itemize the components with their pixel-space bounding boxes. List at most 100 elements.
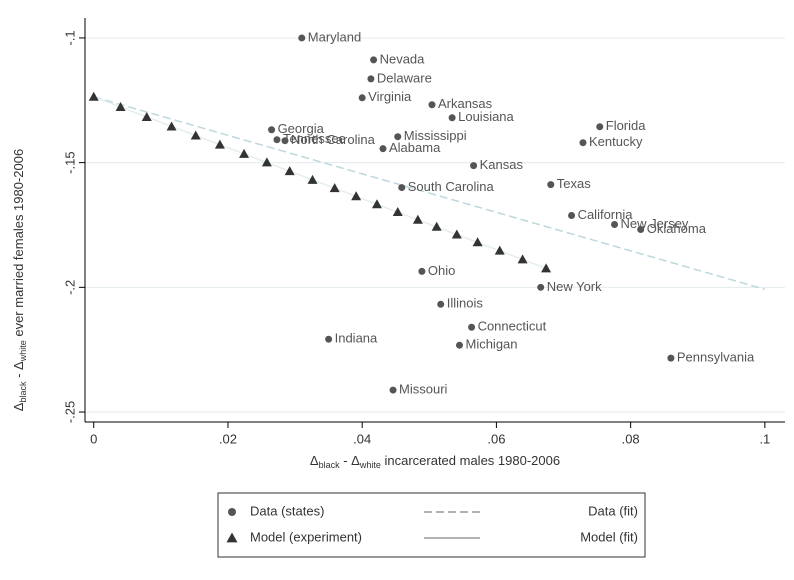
- label-part: Δ: [351, 453, 360, 468]
- fit-line: [93, 96, 766, 291]
- x-tick-label: .1: [759, 431, 770, 446]
- point: [468, 323, 476, 331]
- point: [307, 174, 318, 184]
- point: [428, 101, 436, 109]
- point-label: Florida: [606, 118, 647, 133]
- point: [392, 207, 403, 217]
- point: [371, 199, 382, 209]
- x-tick-label: .02: [219, 431, 237, 446]
- label-part: incarcerated males 1980-2006: [381, 453, 560, 468]
- legend-label: Data (fit): [588, 503, 638, 518]
- point-label: Virginia: [368, 89, 412, 104]
- point-label: Missouri: [399, 382, 448, 397]
- point-label: Illinois: [447, 296, 484, 311]
- point: [472, 237, 483, 247]
- y-tick-label: -.2: [62, 280, 77, 295]
- point-label: New Jersey: [621, 216, 689, 231]
- legend-box: [217, 492, 646, 558]
- point: [547, 181, 555, 189]
- legend-marker: [228, 508, 236, 516]
- point-label: South Carolina: [408, 179, 495, 194]
- point-label: Michigan: [465, 337, 517, 352]
- point-label: Arkansas: [438, 96, 493, 111]
- point-label: California: [578, 207, 634, 222]
- x_label: Δblack - Δwhite incarcerated males 1980-…: [310, 453, 560, 470]
- label-part: Δ: [11, 361, 26, 370]
- x-tick-label: .06: [487, 431, 505, 446]
- point: [494, 245, 505, 255]
- y-tick-label: -.15: [62, 151, 77, 173]
- fit-line: [93, 96, 547, 270]
- y-tick-label: -.1: [62, 30, 77, 45]
- point: [298, 34, 306, 42]
- point-label: Tennessee: [283, 131, 346, 146]
- label-part: -: [340, 453, 352, 468]
- point-label: Delaware: [377, 70, 432, 85]
- point: [412, 214, 423, 224]
- point: [394, 133, 402, 141]
- legend-marker: [226, 532, 238, 543]
- point: [537, 283, 545, 291]
- point: [379, 145, 387, 153]
- point: [329, 183, 340, 193]
- point-label: Georgia: [278, 121, 325, 136]
- point: [325, 335, 333, 343]
- label-part: Δ: [310, 453, 319, 468]
- point-label: Indiana: [335, 331, 378, 346]
- label-part: black: [18, 381, 28, 403]
- point: [239, 148, 250, 158]
- point-label: Texas: [557, 176, 591, 191]
- point-label: Oklahoma: [647, 221, 707, 236]
- point-label: Mississippi: [404, 128, 467, 143]
- x-tick-label: .08: [622, 431, 640, 446]
- point: [351, 191, 362, 201]
- point: [214, 139, 225, 149]
- x-tick-label: 0: [90, 431, 97, 446]
- point-label: Maryland: [308, 29, 361, 44]
- point: [437, 300, 445, 308]
- point: [261, 157, 272, 167]
- point: [398, 184, 406, 192]
- point: [389, 386, 397, 394]
- point: [431, 221, 442, 231]
- point-label: Nevada: [380, 51, 426, 66]
- point-label: Kentucky: [589, 134, 643, 149]
- point: [166, 121, 177, 131]
- label-part: black: [319, 460, 341, 470]
- point: [268, 126, 276, 134]
- point: [568, 212, 576, 220]
- point: [418, 267, 426, 275]
- point: [637, 225, 645, 233]
- point-label: Kansas: [480, 157, 524, 172]
- point-label: Connecticut: [478, 319, 547, 334]
- point: [470, 162, 478, 170]
- point: [448, 114, 456, 122]
- legend-label: Model (experiment): [250, 529, 362, 544]
- point: [517, 254, 528, 264]
- point: [358, 94, 366, 102]
- point-label: Louisiana: [458, 109, 514, 124]
- point-label: Ohio: [428, 263, 455, 278]
- label-part: white: [18, 340, 28, 362]
- point-label: New York: [547, 279, 602, 294]
- point: [541, 263, 552, 273]
- legend-label: Data (states): [250, 503, 324, 518]
- label-part: ever married females 1980-2006: [11, 149, 26, 341]
- point: [455, 341, 463, 349]
- point: [370, 56, 378, 64]
- legend-label: Model (fit): [580, 529, 638, 544]
- y_label: Δblack - Δwhite ever married females 198…: [11, 149, 28, 411]
- point-label: Alabama: [389, 140, 441, 155]
- point-label: Pennsylvania: [677, 350, 755, 365]
- point: [273, 136, 281, 144]
- label-part: white: [359, 460, 381, 470]
- point: [88, 91, 99, 101]
- point-label: North Carolina: [291, 132, 376, 147]
- label-part: -: [11, 370, 26, 382]
- y-tick-label: -.25: [62, 401, 77, 423]
- point: [596, 123, 604, 131]
- point: [367, 75, 375, 83]
- point: [281, 137, 289, 145]
